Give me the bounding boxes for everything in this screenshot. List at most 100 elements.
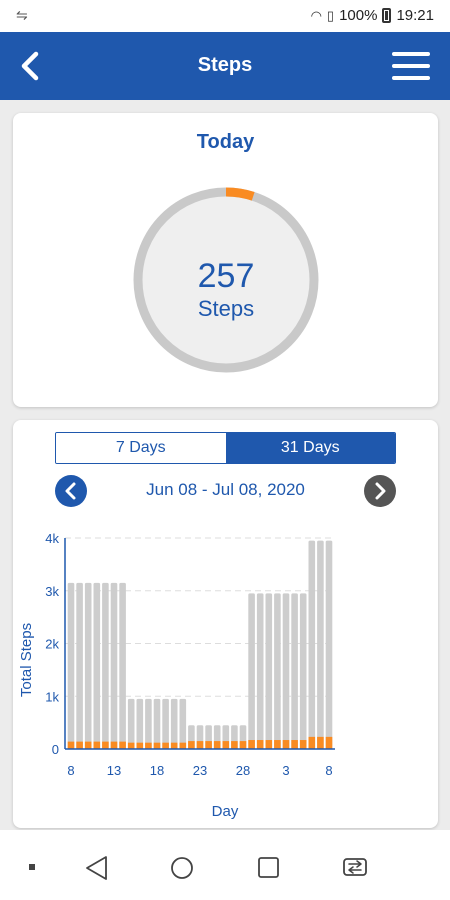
bar-total	[76, 582, 83, 749]
system-nav-bar	[0, 830, 450, 900]
x-tick-label: 28	[236, 763, 250, 778]
bar-total	[291, 593, 298, 749]
square-recents-icon	[258, 857, 279, 878]
usb-icon: ⇋	[16, 7, 28, 23]
x-axis-label: Day	[212, 803, 239, 820]
bar-total	[170, 698, 178, 749]
bar-active	[110, 741, 118, 749]
bar-total	[317, 540, 324, 749]
hamburger-icon	[392, 52, 430, 56]
x-tick-label: 3	[282, 763, 289, 778]
bar-active	[162, 742, 169, 749]
bar-total	[299, 593, 307, 749]
bar-total	[274, 593, 281, 749]
no-sim-icon: ▯	[326, 7, 335, 23]
chevron-right-icon	[375, 482, 386, 500]
bar-active	[274, 740, 281, 749]
bar-active	[145, 742, 152, 749]
bar-active	[256, 740, 264, 749]
today-title: Today	[196, 131, 255, 153]
y-tick-label: 1k	[45, 689, 59, 704]
next-period-button[interactable]	[364, 475, 396, 507]
app-bar: Steps	[0, 32, 450, 100]
tab-7-days[interactable]: 7 Days	[56, 433, 226, 463]
ring-progress	[133, 187, 319, 373]
bar-active	[291, 740, 298, 749]
home-nav-button[interactable]	[171, 857, 193, 879]
date-range: Jun 08 - Jul 08, 2020	[146, 480, 305, 499]
chart-bars	[67, 540, 333, 749]
bar-total	[145, 698, 152, 749]
bar-total	[67, 582, 75, 749]
bar-total	[308, 540, 316, 749]
square-dot-icon	[29, 864, 35, 870]
bar-active	[153, 742, 161, 749]
bar-active	[67, 741, 75, 749]
back-nav-button[interactable]	[86, 856, 107, 880]
tab-31-days[interactable]: 31 Days	[225, 433, 395, 463]
bar-active	[84, 741, 92, 749]
y-tick-label: 4k	[45, 531, 59, 546]
steps-chart: 0 1k 2k 3k 4k 8 13 18 23 28 3 8 Total Steps Day	[18, 531, 335, 820]
bar-total	[248, 593, 255, 749]
range-selector: 7 Days 31 Days	[55, 432, 396, 464]
swap-icon	[343, 858, 367, 876]
bar-active	[222, 741, 230, 749]
x-tick-label: 23	[193, 763, 207, 778]
battery-icon	[382, 8, 392, 23]
steps-unit: Steps	[197, 296, 255, 321]
steps-count: 257	[197, 257, 255, 295]
wifi-icon: ◠	[310, 7, 322, 23]
chart-grid	[65, 537, 335, 697]
bar-active	[188, 741, 195, 749]
bar-total	[265, 593, 273, 749]
bar-active	[213, 741, 221, 749]
bar-active	[248, 740, 255, 749]
back-button[interactable]	[12, 46, 52, 86]
bar-active	[170, 742, 178, 749]
bar-total	[110, 582, 118, 749]
x-tick-label: 18	[150, 763, 164, 778]
y-tick-label: 0	[52, 742, 59, 757]
history-card: 7 Days 31 Days Jun 08 - Jul 08, 2020 0 1k…	[13, 420, 438, 828]
bar-active	[196, 741, 204, 749]
bar-total	[102, 582, 109, 749]
menu-button[interactable]	[392, 52, 430, 80]
status-icons: ◠ ▯ 100% 19:21	[311, 7, 434, 24]
bar-active	[76, 741, 83, 749]
recents-nav-button[interactable]	[258, 857, 279, 878]
bar-active	[317, 736, 324, 749]
bar-total	[136, 698, 144, 749]
bar-total	[325, 540, 333, 749]
bar-total	[162, 698, 169, 749]
bar-total	[93, 582, 101, 749]
chart-axes: 0 1k 2k 3k 4k 8 13 18 23 28 3 8	[45, 531, 335, 778]
switch-app-button[interactable]	[343, 858, 367, 876]
bar-total	[84, 582, 92, 749]
status-bar: ⇋ ◠ ▯ 100% 19:21	[0, 0, 450, 32]
progress-ring	[133, 187, 319, 373]
bar-active	[205, 741, 212, 749]
bar-active	[265, 740, 273, 749]
x-tick-label: 8	[325, 763, 332, 778]
battery-percent: 100%	[339, 7, 378, 24]
previous-period-button[interactable]	[55, 475, 87, 507]
bar-total	[282, 593, 290, 749]
bar-active	[127, 742, 135, 749]
clock: 19:21	[396, 7, 434, 24]
chevron-left-icon	[65, 482, 76, 500]
today-card: Today 257 Steps	[13, 113, 438, 407]
bar-active	[308, 736, 316, 749]
bar-active	[136, 742, 144, 749]
bar-active	[325, 736, 333, 749]
bar-active	[119, 741, 126, 749]
x-tick-label: 8	[67, 763, 74, 778]
bar-total	[153, 698, 161, 749]
bar-active	[179, 742, 187, 749]
bar-active	[231, 741, 238, 749]
triangle-back-icon	[86, 856, 107, 880]
bar-active	[93, 741, 101, 749]
bar-total	[179, 698, 187, 749]
y-tick-label: 3k	[45, 584, 59, 599]
y-tick-label: 2k	[45, 637, 59, 652]
